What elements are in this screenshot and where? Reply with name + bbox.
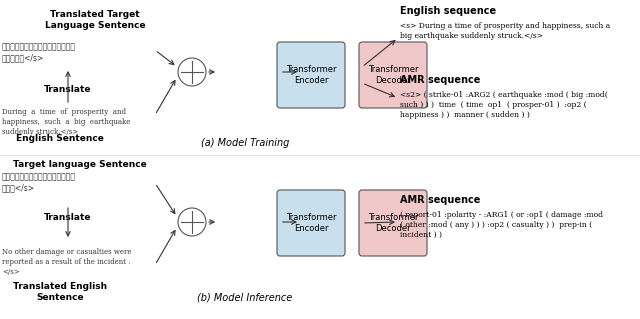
Text: During  a  time  of  prosperity  and
happiness,  such  a  big  earthquake
sudden: During a time of prosperity and happines… (2, 108, 131, 136)
Text: <s2> ( strike-01 :ARG2 ( earthquake :mod ( big :mod(
such ) ) )  time  ( time  o: <s2> ( strike-01 :ARG2 ( earthquake :mod… (400, 91, 608, 119)
Text: No other damage or casualties were
reported as a result of the incident .
</s>: No other damage or casualties were repor… (2, 248, 131, 276)
FancyBboxPatch shape (359, 42, 427, 108)
Text: Translate: Translate (44, 213, 92, 222)
Text: AMR sequence: AMR sequence (400, 75, 481, 85)
Text: Target language Sentence: Target language Sentence (13, 160, 147, 169)
Text: Translate: Translate (44, 85, 92, 94)
Text: AMR sequence: AMR sequence (400, 195, 481, 205)
FancyBboxPatch shape (359, 190, 427, 256)
Text: Transformer
Decoder: Transformer Decoder (368, 65, 419, 85)
FancyBboxPatch shape (277, 190, 345, 256)
Text: Transformer
Encoder: Transformer Encoder (285, 212, 336, 234)
Text: English sequence: English sequence (400, 6, 496, 16)
Text: 尚无此次事件造成其他损害或伤亡的
报告。</s>: 尚无此次事件造成其他损害或伤亡的 报告。</s> (2, 172, 76, 192)
Text: Translated Target
Language Sentence: Translated Target Language Sentence (45, 10, 145, 30)
Text: 在繁荣和幸福的时期，如此大的地震
突然发生。</s>: 在繁荣和幸福的时期，如此大的地震 突然发生。</s> (2, 42, 76, 62)
FancyBboxPatch shape (277, 42, 345, 108)
Text: Translated English
Sentence: Translated English Sentence (13, 282, 107, 302)
Text: ( report-01 :polarity - :ARG1 ( or :op1 ( damage :mod
( other :mod ( any ) ) ) :: ( report-01 :polarity - :ARG1 ( or :op1 … (400, 211, 603, 239)
Text: Transformer
Encoder: Transformer Encoder (285, 65, 336, 85)
Text: (a) Model Training: (a) Model Training (201, 138, 289, 148)
Text: <s> During a time of prosperity and happiness, such a
big earthquake suddenly st: <s> During a time of prosperity and happ… (400, 22, 611, 40)
Circle shape (178, 58, 206, 86)
Text: (b) Model Inference: (b) Model Inference (197, 292, 292, 302)
Circle shape (178, 208, 206, 236)
Text: Transformer
Decoder: Transformer Decoder (368, 212, 419, 234)
Text: English Sentence: English Sentence (16, 134, 104, 143)
